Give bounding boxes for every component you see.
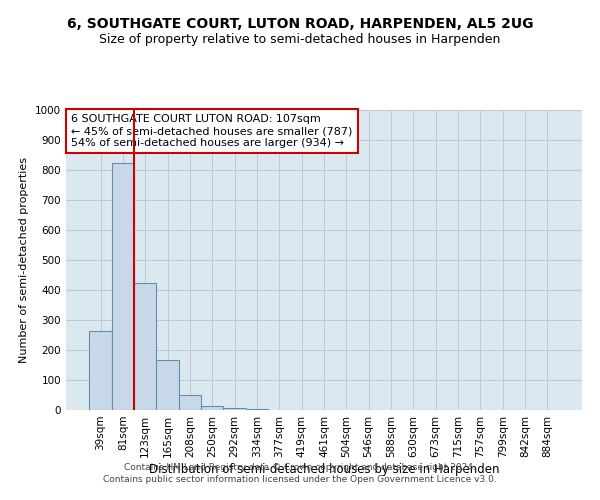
Bar xyxy=(134,282,157,410)
Y-axis label: Number of semi-detached properties: Number of semi-detached properties xyxy=(19,157,29,363)
Bar xyxy=(201,406,223,410)
Bar xyxy=(89,330,112,410)
Bar xyxy=(223,408,246,410)
Text: Contains HM Land Registry data © Crown copyright and database right 2024.: Contains HM Land Registry data © Crown c… xyxy=(124,462,476,471)
X-axis label: Distribution of semi-detached houses by size in Harpenden: Distribution of semi-detached houses by … xyxy=(149,462,499,475)
Text: Size of property relative to semi-detached houses in Harpenden: Size of property relative to semi-detach… xyxy=(100,32,500,46)
Bar xyxy=(246,408,268,410)
Text: Contains public sector information licensed under the Open Government Licence v3: Contains public sector information licen… xyxy=(103,475,497,484)
Bar xyxy=(112,162,134,410)
Bar xyxy=(179,395,201,410)
Bar xyxy=(157,360,179,410)
Text: 6, SOUTHGATE COURT, LUTON ROAD, HARPENDEN, AL5 2UG: 6, SOUTHGATE COURT, LUTON ROAD, HARPENDE… xyxy=(67,18,533,32)
Text: 6 SOUTHGATE COURT LUTON ROAD: 107sqm
← 45% of semi-detached houses are smaller (: 6 SOUTHGATE COURT LUTON ROAD: 107sqm ← 4… xyxy=(71,114,353,148)
